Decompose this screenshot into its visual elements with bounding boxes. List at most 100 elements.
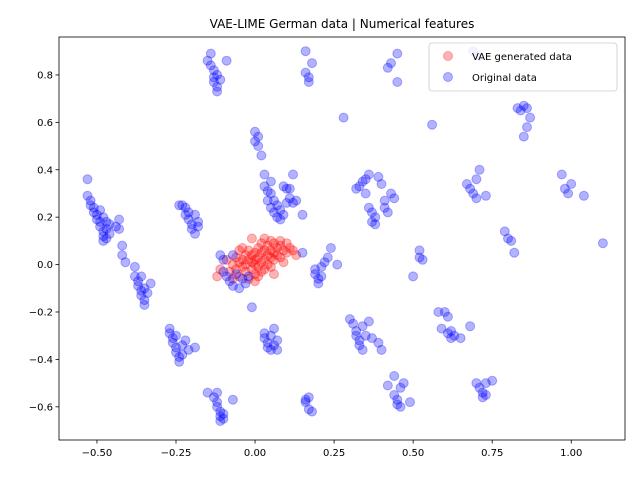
data-point: [142, 288, 153, 298]
data-point: [259, 264, 270, 275]
data-point: [310, 264, 321, 275]
data-point: [218, 413, 229, 424]
data-point: [227, 280, 238, 291]
data-point: [316, 261, 327, 272]
data-point: [272, 243, 283, 253]
series-vae-generated: [212, 233, 302, 287]
data-point: [480, 378, 491, 389]
legend: VAE generated data Original data: [428, 42, 618, 92]
data-point: [231, 264, 242, 275]
x-tick-label: −0.50: [82, 448, 113, 459]
data-point: [522, 122, 532, 133]
data-point: [167, 333, 178, 344]
data-point: [256, 150, 267, 161]
data-point: [269, 340, 279, 351]
data-point: [180, 209, 191, 220]
data-point: [373, 337, 384, 348]
data-point: [212, 387, 223, 398]
data-point: [269, 247, 279, 258]
data-point: [221, 254, 232, 265]
data-point: [129, 271, 140, 282]
y-tick-label: 0.2: [37, 213, 53, 224]
data-point: [275, 205, 286, 216]
data-point: [250, 126, 260, 137]
data-point: [259, 181, 270, 192]
legend-label-vae: VAE generated data: [472, 52, 572, 63]
data-point: [395, 382, 406, 393]
data-point: [212, 81, 223, 92]
data-point: [104, 219, 115, 230]
data-point: [180, 202, 191, 213]
data-point: [110, 221, 121, 232]
data-point: [265, 188, 276, 199]
data-point: [408, 271, 419, 282]
data-point: [250, 247, 260, 258]
data-point: [363, 316, 374, 327]
data-point: [278, 181, 289, 192]
data-point: [174, 356, 185, 367]
data-point: [227, 250, 238, 261]
data-point: [85, 200, 96, 211]
data-point: [348, 318, 359, 329]
data-point: [253, 141, 264, 151]
data-point: [205, 48, 216, 59]
data-point: [259, 169, 270, 180]
data-point: [433, 307, 444, 317]
data-point: [477, 387, 488, 398]
data-point: [278, 209, 289, 220]
data-point: [363, 169, 374, 180]
data-point: [291, 195, 302, 206]
data-point: [265, 261, 276, 272]
data-point: [243, 273, 254, 284]
data-point: [303, 392, 314, 403]
data-point: [98, 235, 109, 246]
data-point: [370, 219, 381, 230]
data-point: [177, 200, 188, 211]
data-point: [398, 378, 409, 389]
legend-marker-vae: [443, 51, 453, 61]
data-point: [265, 245, 276, 256]
data-point: [518, 100, 529, 111]
data-point: [360, 188, 371, 199]
data-point: [256, 266, 267, 277]
data-point: [136, 285, 147, 296]
data-point: [262, 240, 273, 251]
y-tick-label: 0.8: [37, 70, 53, 81]
data-point: [370, 212, 381, 223]
data-point: [417, 254, 428, 265]
data-point: [281, 238, 292, 249]
data-point: [259, 245, 270, 256]
y-tick-label: 0.6: [37, 118, 53, 129]
data-point: [512, 103, 523, 114]
data-point: [291, 250, 302, 261]
data-point: [414, 252, 425, 263]
data-point: [180, 335, 191, 346]
data-point: [234, 257, 245, 268]
data-point: [360, 174, 371, 185]
data-point: [471, 193, 482, 204]
data-point: [240, 259, 251, 270]
data-point: [288, 245, 298, 256]
data-point: [262, 195, 273, 206]
data-point: [237, 261, 248, 272]
y-tick-label: −0.6: [29, 402, 53, 413]
data-point: [212, 69, 223, 80]
data-point: [265, 344, 276, 355]
data-point: [265, 330, 276, 341]
data-point: [360, 330, 371, 341]
data-point: [259, 333, 270, 344]
data-point: [265, 252, 276, 263]
data-point: [313, 278, 324, 289]
data-point: [120, 257, 131, 268]
data-point: [300, 397, 311, 408]
data-point: [218, 266, 229, 277]
data-point: [234, 245, 245, 256]
data-point: [240, 250, 251, 261]
data-point: [171, 330, 181, 341]
data-point: [262, 337, 273, 348]
data-point: [288, 169, 298, 180]
data-point: [250, 136, 260, 147]
data-point: [177, 349, 188, 360]
data-point: [480, 390, 491, 400]
data-point: [246, 264, 257, 275]
